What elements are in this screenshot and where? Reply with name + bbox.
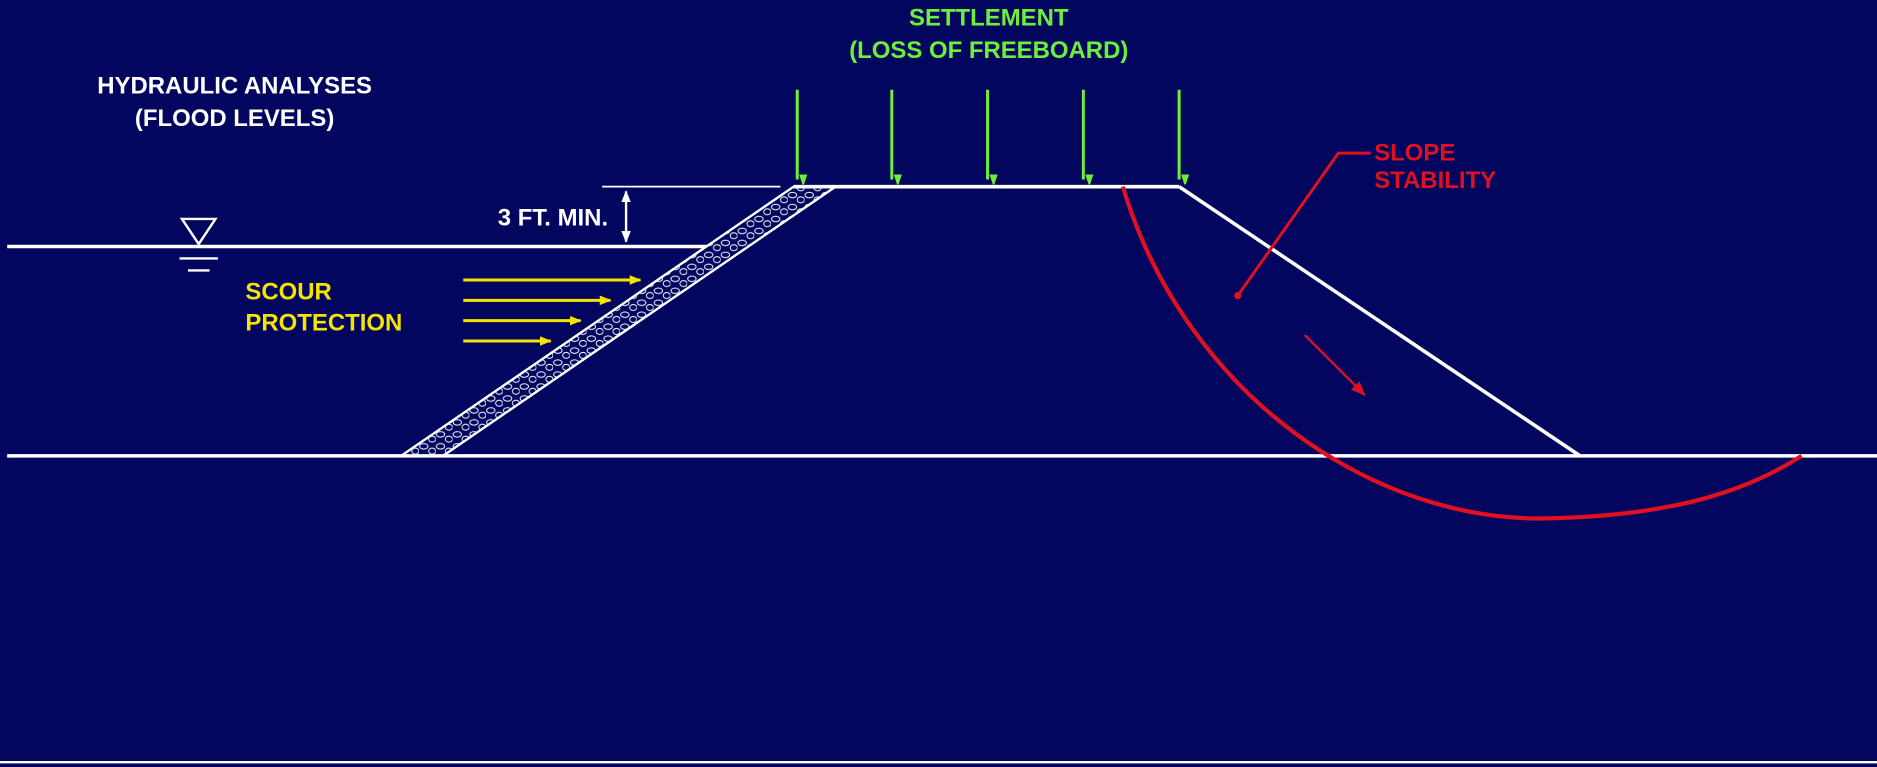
label: PROTECTION (245, 310, 402, 337)
label: SLOPE (1374, 140, 1455, 167)
label: (LOSS OF FREEBOARD) (849, 37, 1128, 64)
page: {"hydraulic": {"lines": ["HYDRAULIC ANAL… (0, 0, 1877, 767)
label: STABILITY (1374, 167, 1496, 194)
label: SCOUR (245, 278, 331, 305)
leader-dot (1234, 292, 1241, 299)
label: (FLOOD LEVELS) (135, 105, 334, 132)
levee-diagram: HYDRAULIC ANALYSES (FLOOD LEVELS) SETTLE… (0, 0, 1877, 767)
label: 3 FT. MIN. (498, 204, 608, 231)
label: SETTLEMENT (909, 4, 1069, 31)
label: HYDRAULIC ANALYSES (97, 73, 372, 100)
